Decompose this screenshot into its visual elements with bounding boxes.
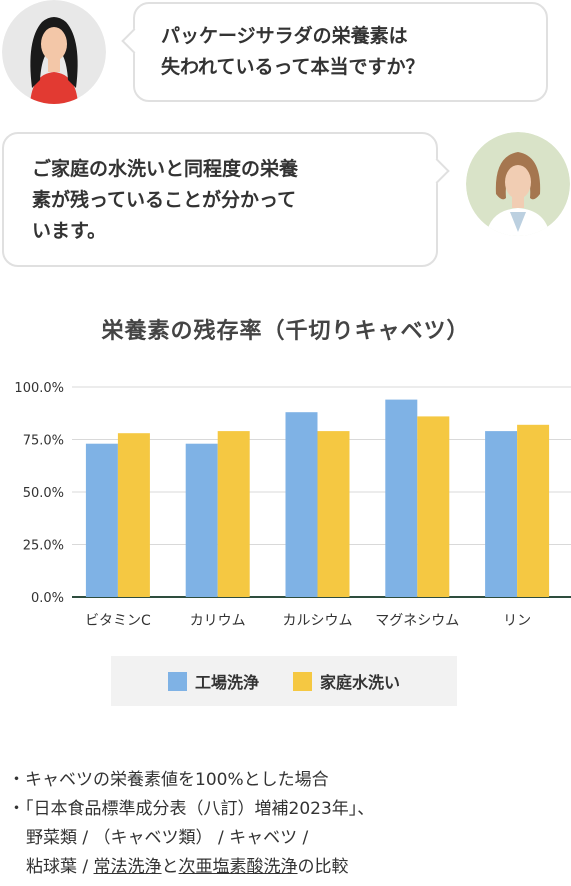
x-category-label: ビタミンC <box>85 613 151 629</box>
x-category-label: リン <box>503 613 531 629</box>
woman-avatar <box>2 0 106 104</box>
legend-label-home: 家庭水洗い <box>320 673 401 692</box>
answer-line-3: います。 <box>32 220 107 242</box>
note-line-2: ・「日本食品標準成分表（八訂）増補2023年」、 <box>8 799 375 819</box>
x-category-label: カルシウム <box>283 613 353 629</box>
legend-label-factory: 工場洗浄 <box>194 673 259 692</box>
footnotes: ・キャベツの栄養素値を100%とした場合 ・「日本食品標準成分表（八訂）増補20… <box>8 766 374 882</box>
answer-bubble: ご家庭の水洗いと同程度の栄養 素が残っていることが分かって います。 <box>2 132 450 267</box>
bar-factory <box>85 443 118 597</box>
bar-factory <box>185 443 218 597</box>
bar-home <box>117 433 150 597</box>
y-tick-label: 0.0% <box>31 591 64 606</box>
bar-home <box>217 431 250 597</box>
woman-avatar-icon <box>2 0 106 104</box>
bar-home <box>317 431 350 597</box>
x-category-label: カリウム <box>190 613 246 629</box>
bar-factory <box>385 399 418 597</box>
legend-swatch-factory <box>167 671 187 691</box>
expert-avatar <box>466 132 570 236</box>
answer-line-1: ご家庭の水洗いと同程度の栄養 <box>32 158 299 180</box>
bar-chart: 100.0% 75.0% 50.0% 25.0% 0.0% ビタミンC カリウム カルシウム マ… <box>14 381 571 629</box>
y-tick-label: 25.0% <box>23 539 64 554</box>
note-underline-standard: 常法洗浄 <box>93 857 162 877</box>
note-line-3: 野菜類 / （キャベツ類） / キャベツ / <box>26 828 309 848</box>
bubble-tail <box>121 28 147 54</box>
bar-factory <box>285 412 318 597</box>
y-tick-label: 75.0% <box>23 434 64 449</box>
legend-item-home: 家庭水洗い <box>293 669 400 693</box>
bubble-tail <box>424 158 450 184</box>
question-bubble: パッケージサラダの栄養素は 失われているって本当ですか？ <box>121 2 548 102</box>
bar-home <box>417 416 450 597</box>
answer-line-2: 素が残っていることが分かって <box>32 189 297 211</box>
note-underline-hypochlorite: 次亜塩素酸洗浄 <box>178 857 298 877</box>
y-tick-label: 50.0% <box>23 486 64 501</box>
legend-swatch-home <box>293 671 312 691</box>
note-line-4-part-e: の比較 <box>297 857 349 877</box>
bar-home <box>517 424 550 597</box>
y-tick-label: 100.0% <box>14 381 64 396</box>
note-line-4-part-a: 粘球葉 / <box>26 857 94 877</box>
note-line-1: ・キャベツの栄養素値を100%とした場合 <box>8 770 329 790</box>
chart-legend: 工場洗浄 家庭水洗い <box>111 656 457 706</box>
chart-title: 栄養素の残存率（千切りキャベツ） <box>101 319 470 344</box>
bar-factory <box>485 431 518 597</box>
x-category-label: マグネシウム <box>375 613 459 629</box>
legend-item-factory: 工場洗浄 <box>167 669 259 693</box>
expert-avatar-icon <box>466 132 570 236</box>
note-line-4: 粘球葉 / 常法洗浄と次亜塩素酸洗浄の比較 <box>8 853 374 882</box>
note-line-4-part-c: と <box>161 857 179 877</box>
question-line-1: パッケージサラダの栄養素は <box>161 25 408 47</box>
question-line-2: 失われているって本当ですか？ <box>161 56 425 78</box>
